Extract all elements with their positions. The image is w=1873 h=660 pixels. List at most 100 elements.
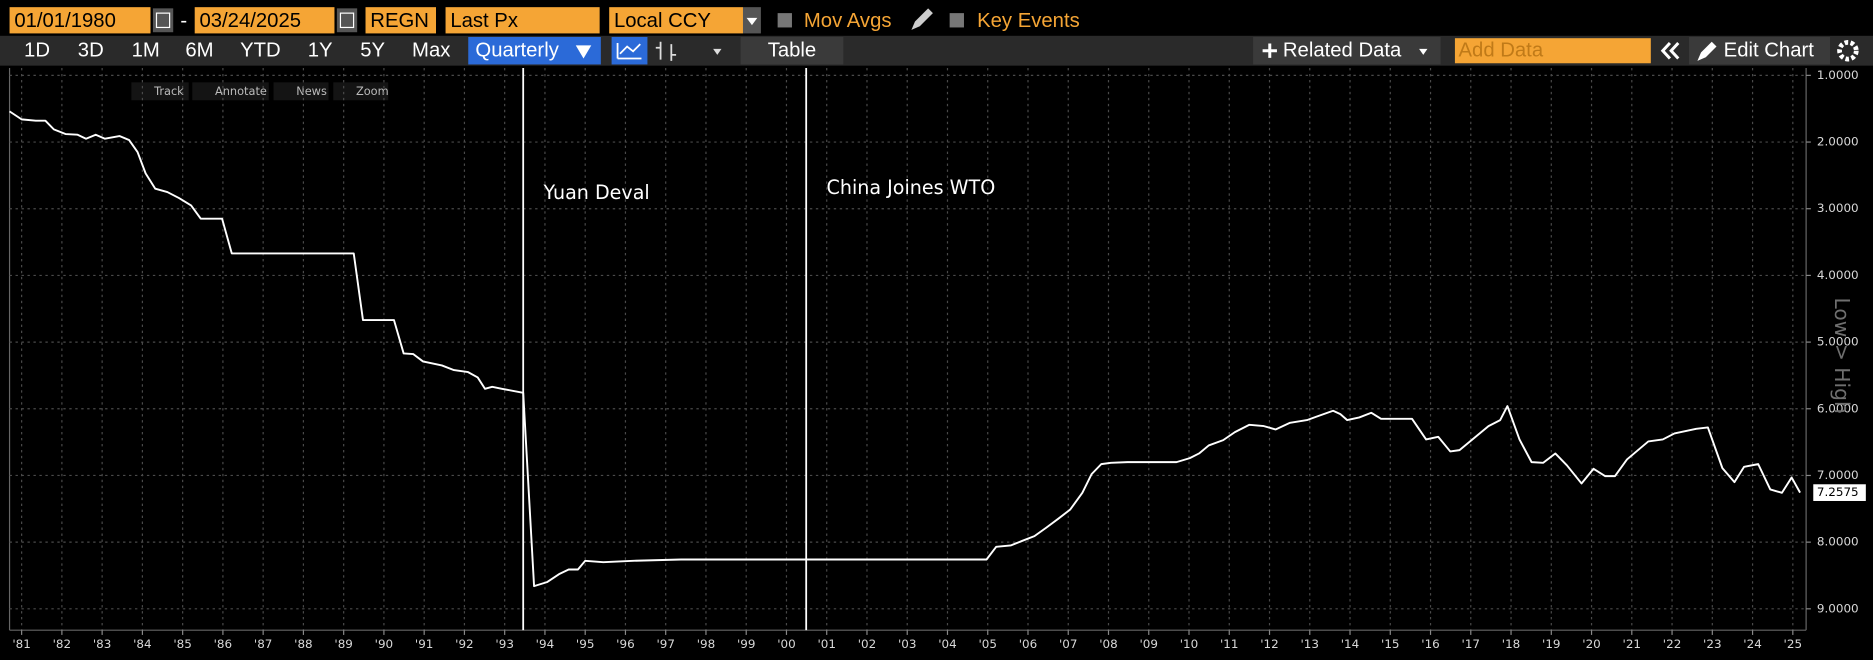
x-tick-label: '14	[1341, 637, 1359, 651]
ticker-field[interactable]: REGN	[365, 7, 436, 34]
x-tick-label: '07	[1059, 637, 1077, 651]
edit-chart-box	[1689, 36, 1830, 65]
range-button[interactable]: 3D	[78, 40, 104, 62]
range-label: 6M	[185, 40, 213, 62]
x-tick-label: '90	[375, 637, 393, 651]
y-tick-label: 3.0000	[1817, 201, 1859, 215]
x-tick-label: '93	[495, 637, 513, 651]
frequency-box	[468, 36, 601, 65]
field-selector[interactable]: Last Px	[445, 7, 600, 34]
x-tick-label: '88	[294, 637, 312, 651]
currency-selector[interactable]: Local CCY	[609, 7, 761, 34]
x-tick-label: '21	[1623, 637, 1641, 651]
x-tick-label: '01	[817, 637, 835, 651]
range-buttons: 1D 3D 1M 6M YTD 1Y 5Y Max	[24, 40, 450, 62]
y-tick-label: 9.0000	[1817, 601, 1859, 615]
plus-icon	[1262, 43, 1277, 58]
chart-tool[interactable]: Track	[131, 82, 189, 101]
x-tick-label: '03	[898, 637, 916, 651]
range-label: Max	[412, 40, 450, 62]
x-tick-label: '81	[12, 637, 30, 651]
range-label: 1Y	[308, 40, 333, 62]
tool-box	[273, 82, 329, 101]
related-data-box	[1253, 36, 1441, 65]
frequency: Quarterly	[475, 40, 559, 62]
y-tick-label: 8.0000	[1817, 535, 1859, 549]
x-tick-label: '89	[334, 637, 352, 651]
x-tick-label: '11	[1220, 637, 1238, 651]
start-date-field[interactable]: 01/01/1980	[9, 7, 151, 34]
range-button[interactable]: 1D	[24, 40, 50, 62]
chart-tool[interactable]: Zoom	[333, 82, 389, 101]
y-tick-label: 4.0000	[1817, 268, 1859, 282]
y-tick-label: 1.0000	[1817, 68, 1859, 82]
field: Last Px	[450, 10, 518, 32]
x-tick-label: '06	[1019, 637, 1037, 651]
event-label: China Joines WTO	[826, 176, 995, 199]
calendar-icon[interactable]	[152, 8, 174, 33]
collapse-icon[interactable]	[1660, 41, 1680, 60]
x-tick-label: '04	[938, 637, 956, 651]
end-date-field[interactable]: 03/24/2025	[194, 7, 335, 34]
price-line	[9, 110, 1801, 588]
currency: Local CCY	[614, 10, 711, 32]
range-button[interactable]: 1Y	[308, 40, 333, 62]
calendar-glyph	[339, 12, 355, 29]
x-tick-label: '84	[133, 637, 151, 651]
related-data-arrow	[1419, 48, 1428, 55]
range-label: YTD	[240, 40, 281, 62]
field-box	[445, 7, 600, 34]
x-tick-label: '98	[697, 637, 715, 651]
frequency-button[interactable]: Quarterly	[468, 36, 601, 65]
x-tick-label: '17	[1462, 637, 1480, 651]
x-tick-label: '18	[1502, 637, 1520, 651]
pencil-icon	[1697, 41, 1717, 61]
settings-icon[interactable]	[1837, 39, 1859, 62]
mov-avgs-checkbox[interactable]	[777, 13, 792, 28]
x-tick-label: '92	[455, 637, 473, 651]
x-tick-label: '85	[173, 637, 191, 651]
line-chart-glyph	[616, 42, 642, 60]
table-box	[740, 36, 844, 65]
field-box	[365, 7, 436, 34]
add-data-box	[1454, 38, 1651, 64]
chart-type-dropdown[interactable]	[713, 48, 722, 55]
bar-chart-icon[interactable]	[655, 41, 677, 61]
edit-chart-button[interactable]: Edit Chart	[1689, 36, 1830, 65]
range-button[interactable]: 1M	[132, 40, 160, 62]
x-tick-label: '22	[1663, 637, 1681, 651]
key-events-checkbox[interactable]	[949, 13, 964, 28]
chart-tool[interactable]: Annotate	[192, 82, 269, 101]
dropdown-arrow	[746, 17, 758, 26]
y-axis-note: Low > High	[1830, 297, 1854, 413]
calendar-glyph	[155, 12, 171, 29]
range-button[interactable]: 5Y	[360, 40, 385, 62]
range-button[interactable]: 6M	[185, 40, 213, 62]
x-tick-label: '99	[737, 637, 755, 651]
x-tick-label: '19	[1542, 637, 1560, 651]
tool-label: Track	[153, 84, 184, 98]
x-tick-label: '97	[656, 637, 674, 651]
pencil-icon[interactable]	[911, 8, 933, 30]
edit-chart: Edit Chart	[1724, 40, 1815, 62]
chart: Track Annotate News Zoom 1.0000 2.0000 3.0000 4…	[8, 68, 1866, 651]
event-label: Yuan Deval	[543, 181, 650, 204]
x-tick-label: '10	[1180, 637, 1198, 651]
tool-box	[333, 82, 389, 101]
related-data-button[interactable]: Related Data	[1253, 36, 1441, 65]
add-data-field[interactable]: Add Data	[1454, 38, 1651, 64]
tool-box	[192, 82, 269, 101]
start-date: 01/01/1980	[14, 10, 116, 32]
range-button[interactable]: YTD	[240, 40, 281, 62]
range-button[interactable]: Max	[412, 40, 450, 62]
x-tick-label: '94	[536, 637, 554, 651]
x-tick-label: '20	[1582, 637, 1600, 651]
calendar-icon[interactable]	[336, 8, 358, 33]
table-button[interactable]: Table	[740, 36, 844, 65]
key-events-label: Key Events	[977, 10, 1080, 32]
chart-tool[interactable]: News	[273, 82, 329, 101]
y-tick-label: 2.0000	[1817, 135, 1859, 149]
range-label: 1M	[132, 40, 160, 62]
